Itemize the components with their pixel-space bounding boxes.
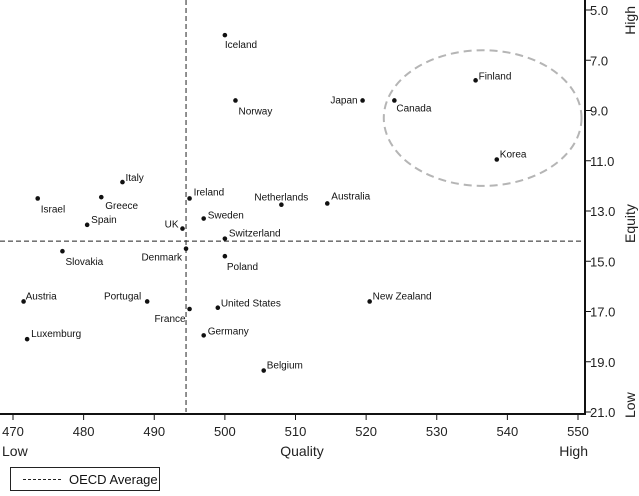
point-netherlands [279, 202, 284, 208]
x-tick-label: 500 [214, 424, 236, 439]
point-label-canada: Canada [396, 103, 431, 114]
point-label-denmark: Denmark [141, 253, 183, 264]
point-sweden [201, 216, 206, 221]
point-label-italy: Italy [125, 173, 143, 184]
point-germany [201, 333, 206, 338]
point-norway [233, 98, 238, 103]
legend-dashed-line-swatch [23, 478, 61, 480]
point-label-luxemburg: Luxemburg [31, 329, 81, 340]
point-label-germany: Germany [208, 326, 249, 337]
point-uk [180, 226, 185, 231]
y-tick-label: 9.0 [590, 104, 608, 119]
point-israel [35, 196, 41, 201]
point-label-portugal: Portugal [104, 291, 141, 302]
point-poland [222, 253, 228, 259]
point-label-austria: Austria [26, 291, 58, 302]
point-slovakia [60, 248, 65, 254]
point-japan [360, 98, 365, 103]
y-tick-label: 19.0 [590, 355, 615, 370]
y-tick-label: 13.0 [590, 204, 615, 219]
point-france [187, 306, 192, 312]
point-label-united-states: United States [221, 299, 281, 310]
x-tick-label: 470 [2, 424, 24, 439]
point-label-slovakia: Slovakia [65, 257, 103, 268]
point-label-ireland: Ireland [194, 187, 225, 198]
point-label-spain: Spain [91, 215, 117, 226]
y-tick-label: 21.0 [590, 405, 615, 420]
x-axis-high-label: High [559, 443, 588, 459]
x-axis-low-label: Low [2, 443, 29, 459]
point-label-netherlands: Netherlands [254, 193, 308, 204]
y-axis-low-label: Low [622, 391, 638, 418]
point-united-states [215, 305, 221, 311]
point-label-sweden: Sweden [208, 211, 244, 222]
point-new-zealand [367, 299, 372, 304]
y-tick-label: 7.0 [590, 53, 608, 68]
point-label-uk: UK [165, 220, 179, 231]
legend-label: OECD Average [69, 471, 158, 487]
x-tick-label: 550 [567, 424, 589, 439]
y-axis-title: Equity [622, 204, 638, 243]
x-tick-label: 530 [426, 424, 448, 439]
point-canada [392, 98, 397, 103]
point-switzerland [222, 236, 228, 241]
point-spain [84, 222, 90, 228]
point-finland [473, 78, 478, 83]
point-label-new-zealand: New Zealand [373, 291, 432, 302]
point-label-israel: Israel [41, 204, 65, 215]
highlight-ellipse [382, 49, 583, 187]
point-label-switzerland: Switzerland [229, 229, 281, 240]
point-label-finland: Finland [479, 71, 512, 82]
point-label-japan: Japan [330, 95, 357, 106]
point-italy [120, 179, 125, 185]
point-label-belgium: Belgium [267, 361, 303, 372]
legend: OECD Average [10, 467, 160, 491]
point-iceland [222, 32, 228, 38]
y-axis-high-label: High [622, 6, 638, 35]
y-tick-label: 11.0 [590, 154, 614, 169]
point-luxemburg [24, 336, 30, 342]
x-tick-label: 540 [497, 424, 519, 439]
point-belgium [261, 368, 267, 373]
point-denmark [183, 246, 189, 251]
point-label-poland: Poland [227, 262, 258, 273]
point-label-iceland: Iceland [225, 40, 257, 51]
x-tick-label: 520 [355, 424, 377, 439]
y-tick-label: 5.0 [590, 3, 608, 18]
x-tick-label: 480 [73, 424, 95, 439]
point-ireland [187, 196, 192, 201]
point-label-australia: Australia [331, 191, 370, 202]
x-tick-label: 490 [143, 424, 165, 439]
point-label-greece: Greece [105, 201, 138, 212]
y-tick-label: 17.0 [590, 305, 615, 320]
y-tick-label: 15.0 [590, 254, 615, 269]
point-korea [494, 157, 500, 162]
point-australia [324, 201, 330, 206]
point-greece [98, 194, 104, 200]
point-label-france: France [154, 314, 186, 325]
point-label-norway: Norway [238, 106, 272, 117]
point-portugal [144, 299, 150, 304]
x-tick-label: 510 [285, 424, 307, 439]
point-austria [21, 299, 26, 304]
x-axis-title: Quality [280, 443, 324, 459]
point-label-korea: Korea [500, 149, 527, 160]
